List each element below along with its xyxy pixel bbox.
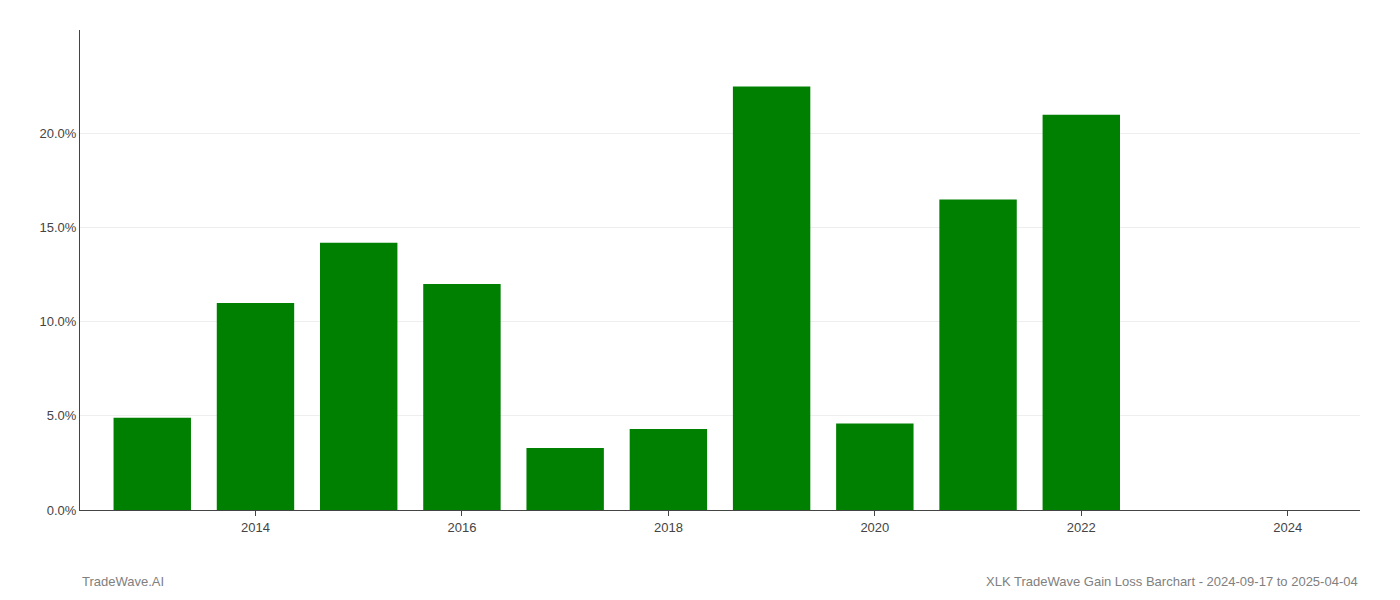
svg-text:0.0%: 0.0%: [47, 503, 77, 518]
svg-text:2024: 2024: [1273, 520, 1302, 535]
svg-text:XLK TradeWave Gain Loss Barcha: XLK TradeWave Gain Loss Barchart - 2024-…: [986, 574, 1358, 589]
svg-text:2022: 2022: [1067, 520, 1096, 535]
svg-text:15.0%: 15.0%: [40, 220, 77, 235]
svg-text:20.0%: 20.0%: [40, 126, 77, 141]
svg-text:2018: 2018: [654, 520, 683, 535]
svg-text:2014: 2014: [241, 520, 270, 535]
svg-text:10.0%: 10.0%: [40, 314, 77, 329]
svg-text:5.0%: 5.0%: [47, 408, 77, 423]
svg-text:TradeWave.AI: TradeWave.AI: [82, 574, 164, 589]
svg-text:2020: 2020: [860, 520, 889, 535]
svg-text:2016: 2016: [447, 520, 476, 535]
